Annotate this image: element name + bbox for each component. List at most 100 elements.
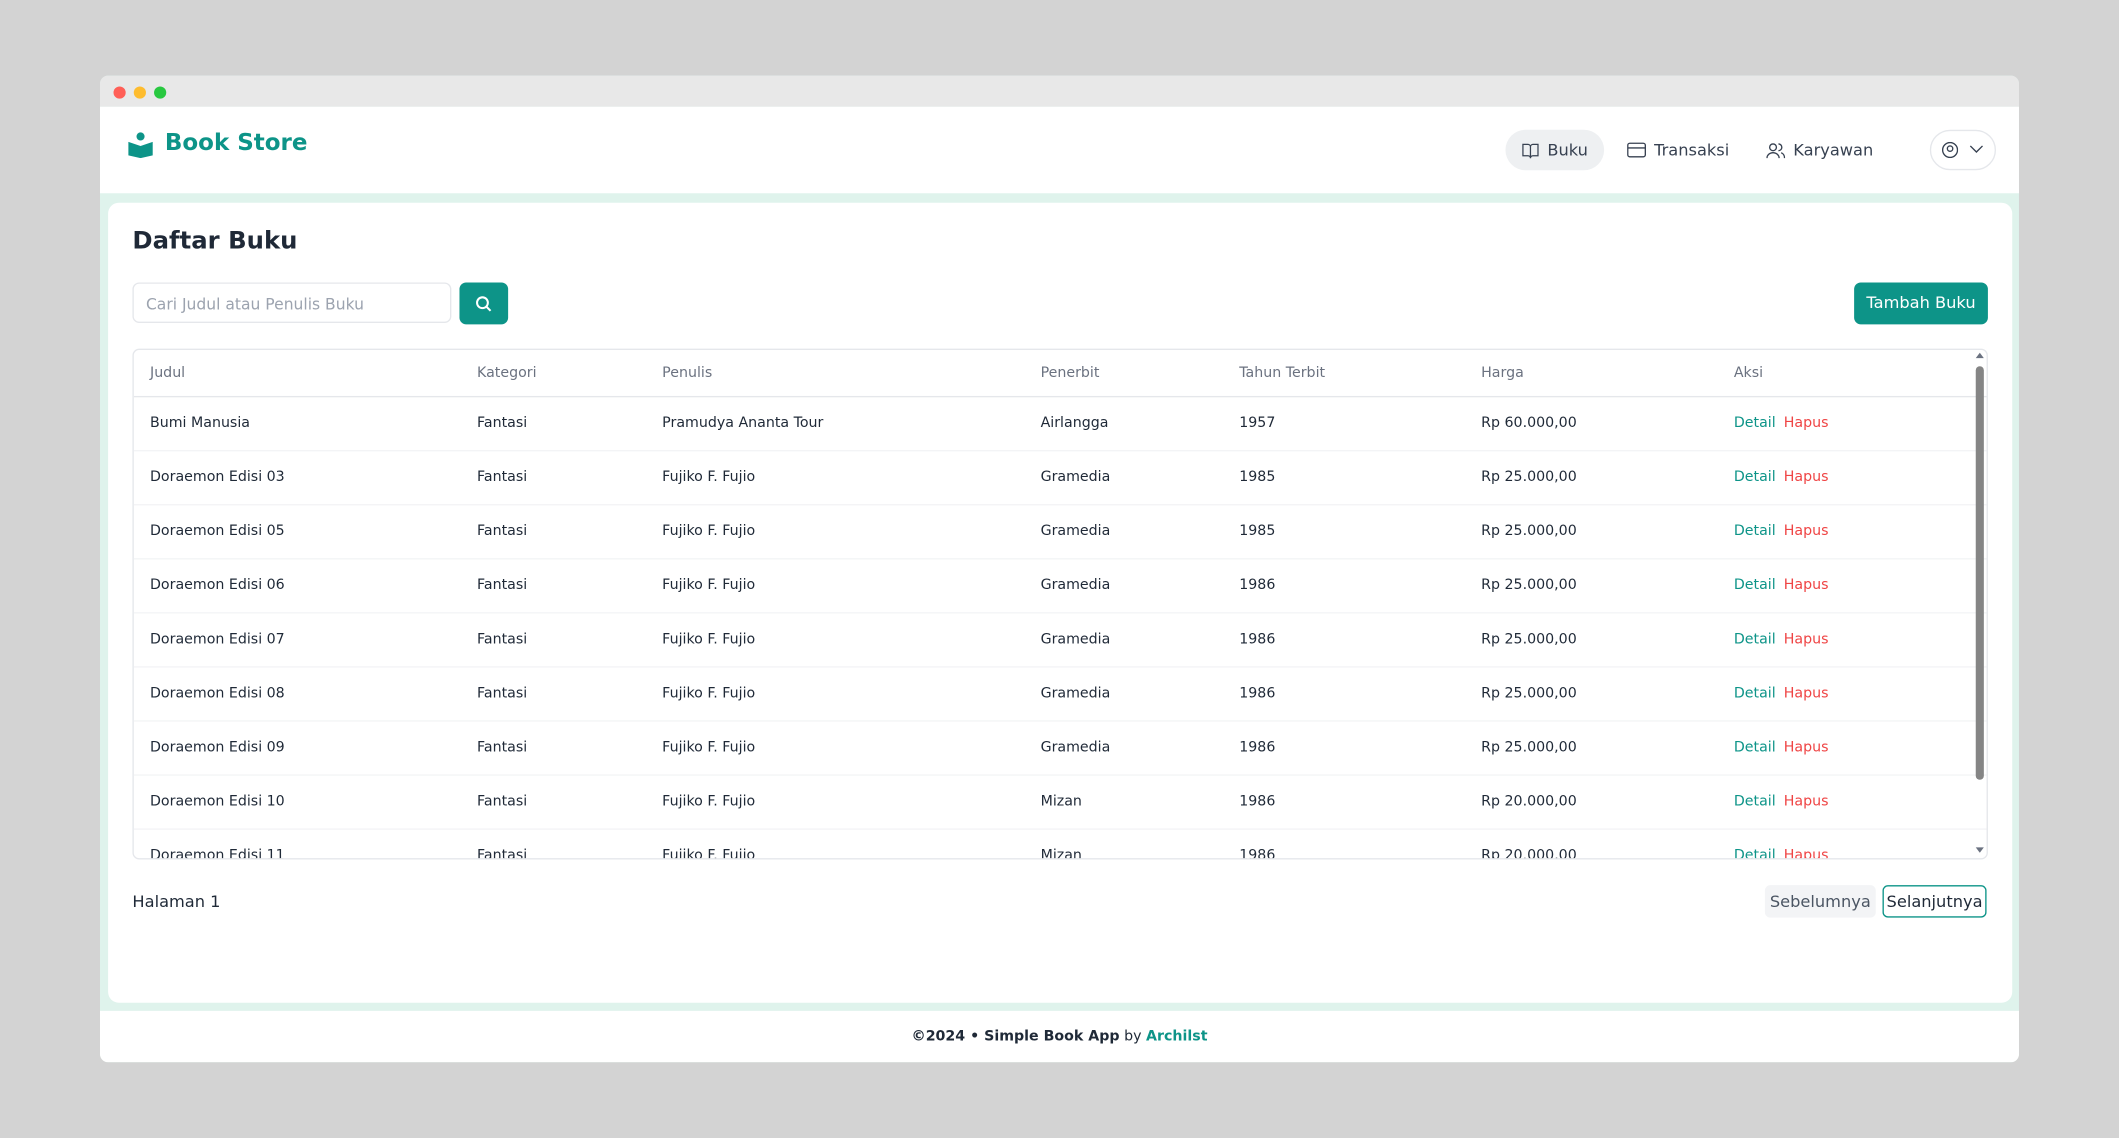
table-cell: 1986 (1239, 739, 1276, 756)
row-actions: Detail Hapus (1733, 847, 1829, 860)
table-cell: Rp 25.000,00 (1481, 468, 1577, 486)
table-cell: Fantasi (477, 522, 528, 540)
row-actions: Detail Hapus (1734, 415, 1829, 431)
search-icon (476, 296, 492, 312)
delete-link[interactable]: Hapus (1783, 577, 1829, 594)
detail-link[interactable]: Detail (1733, 414, 1776, 432)
table-cell: Doraemon Edisi 09 (150, 739, 285, 756)
detail-link[interactable]: Detail (1733, 468, 1776, 486)
table-cell: 1986 (1239, 847, 1276, 860)
column-header: Aksi (1733, 364, 1764, 382)
next-button[interactable]: Selanjutnya (1882, 885, 1987, 918)
nav-label: Transaksi (1654, 140, 1730, 160)
table-cell: 1986 (1239, 685, 1276, 702)
delete-link[interactable]: Hapus (1783, 631, 1829, 648)
table-cell: 1985 (1239, 522, 1276, 540)
table-cell: Fujiko F. Fujio (662, 685, 756, 702)
delete-link[interactable]: Hapus (1783, 739, 1829, 756)
table-cell: Gramedia (1040, 631, 1111, 648)
table-cell: Fantasi (477, 685, 528, 702)
user-menu[interactable] (1929, 129, 1997, 171)
row-actions: Detail Hapus (1734, 739, 1829, 755)
nav-item[interactable]: Transaksi (1611, 130, 1746, 171)
table-cell: Fantasi (477, 577, 528, 594)
table-row: Doraemon Edisi 08 Fantasi Fujiko F. Fujio G… (133, 666, 1987, 722)
maximize-dot[interactable] (154, 86, 167, 99)
users-icon (1766, 142, 1786, 158)
title-bar (100, 75, 2019, 107)
user-icon (1941, 141, 1959, 159)
nav-label: Karyawan (1793, 140, 1874, 160)
table-cell: Rp 20.000,00 (1481, 793, 1577, 810)
footer: ©2024 • Simple Book App by Archilst (100, 1010, 2019, 1063)
table-cell: Doraemon Edisi 06 (150, 577, 285, 594)
table-cell: Gramedia (1040, 468, 1111, 486)
delete-link[interactable]: Hapus (1783, 414, 1829, 432)
add-button[interactable]: Tambah Buku (1854, 282, 1988, 325)
table-cell: Doraemon Edisi 10 (150, 793, 285, 810)
table-cell: 1986 (1239, 577, 1276, 594)
table-cell: Fantasi (477, 414, 528, 432)
scrollbar[interactable] (1973, 349, 1987, 860)
search-input[interactable]: Cari Judul atau Penulis Buku (132, 282, 452, 323)
content-card: Daftar Buku Cari Judul atau Penulis Buku… (108, 202, 2013, 1003)
prev-button[interactable]: Sebelumnya (1764, 885, 1876, 918)
delete-link[interactable]: Hapus (1783, 847, 1829, 860)
brand-logo (128, 132, 153, 159)
detail-link[interactable]: Detail (1733, 847, 1776, 860)
table-cell: 1957 (1239, 414, 1276, 432)
detail-link[interactable]: Detail (1733, 522, 1776, 540)
table-cell: 1986 (1239, 793, 1276, 810)
column-header: Penerbit (1040, 364, 1100, 382)
table-row: Doraemon Edisi 06 Fantasi Fujiko F. Fujio G… (133, 558, 1987, 614)
table-cell: Doraemon Edisi 05 (150, 522, 285, 540)
table-cell: 1986 (1239, 631, 1276, 648)
page-label: Halaman 1 (132, 891, 221, 911)
column-header: Kategori (477, 364, 537, 382)
nav-item[interactable]: Karyawan (1750, 130, 1889, 171)
table-cell: Rp 25.000,00 (1481, 685, 1577, 702)
book-table: Judul Kategori Penulis Penerbit Tahun Terbit… (132, 348, 1988, 860)
column-header: Penulis (662, 364, 713, 382)
table-cell: Bumi Manusia (150, 414, 250, 432)
table-cell: Fujiko F. Fujio (662, 522, 756, 540)
table-cell: Fantasi (477, 468, 528, 486)
table-cell: Fujiko F. Fujio (662, 739, 756, 756)
delete-link[interactable]: Hapus (1783, 793, 1829, 810)
table-cell: 1985 (1239, 468, 1276, 486)
table-row: Doraemon Edisi 07 Fantasi Fujiko F. Fujio G… (133, 612, 1987, 668)
row-actions: Detail Hapus (1734, 469, 1829, 485)
table-row: Doraemon Edisi 11 Fantasi Fujiko F. Fujio M… (134, 828, 1987, 860)
table-row: Doraemon Edisi 10 Fantasi Fujiko F. Fujio M… (133, 774, 1987, 830)
table-cell: Rp 25.000,00 (1481, 739, 1577, 756)
delete-link[interactable]: Hapus (1783, 468, 1829, 486)
delete-link[interactable]: Hapus (1783, 522, 1829, 540)
brand[interactable]: Book Store (164, 129, 308, 157)
table-cell: Rp 25.000,00 (1481, 631, 1577, 648)
detail-link[interactable]: Detail (1733, 631, 1776, 648)
detail-link[interactable]: Detail (1733, 685, 1776, 702)
table-cell: Fantasi (477, 793, 528, 810)
detail-link[interactable]: Detail (1733, 793, 1776, 810)
book-icon (1522, 143, 1539, 158)
table-cell: Gramedia (1040, 739, 1111, 756)
detail-link[interactable]: Detail (1733, 577, 1776, 594)
nav-item[interactable]: Buku (1505, 129, 1605, 171)
detail-link[interactable]: Detail (1733, 739, 1776, 756)
table-cell: Mizan (1040, 793, 1082, 810)
table-cell: Rp 25.000,00 (1481, 577, 1577, 594)
author-link[interactable]: Archilst (1146, 1028, 1208, 1045)
table-cell: Fujiko F. Fujio (662, 847, 756, 860)
table-cell: Gramedia (1040, 685, 1111, 702)
table-cell: Rp 25.000,00 (1481, 522, 1577, 540)
delete-link[interactable]: Hapus (1783, 685, 1829, 702)
table-row: Bumi Manusia Fantasi Pramudya Ananta Tour A… (133, 396, 1987, 452)
column-header: Judul (150, 364, 186, 382)
row-actions: Detail Hapus (1734, 523, 1829, 539)
search-button[interactable] (459, 282, 509, 325)
footer-by: by (1124, 1028, 1142, 1045)
close-dot[interactable] (113, 86, 126, 99)
column-header: Tahun Terbit (1239, 364, 1326, 382)
table-cell: Fantasi (477, 631, 528, 648)
minimize-dot[interactable] (133, 86, 146, 99)
